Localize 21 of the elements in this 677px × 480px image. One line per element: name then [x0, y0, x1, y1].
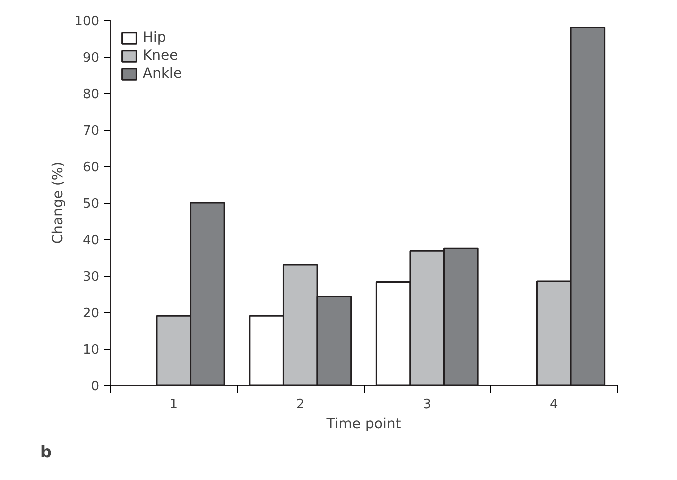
legend-label: Knee	[143, 48, 178, 64]
y-tick-label: 60	[82, 160, 100, 176]
y-tick-label: 70	[82, 124, 100, 139]
y-tick-label: 40	[82, 234, 100, 248]
legend-label: Ankle	[143, 66, 182, 82]
y-tick-label: 10	[82, 343, 100, 358]
y-tick-label: 80	[82, 88, 100, 102]
y-tick-label: 0	[91, 380, 100, 394]
legend-label: Hip	[143, 30, 166, 46]
text: b	[40, 442, 52, 462]
y-tick-label: 50	[82, 197, 100, 212]
x-tick-label: 4	[550, 398, 558, 412]
x-tick-label: 1	[170, 398, 178, 412]
x-axis-title: Time point	[326, 416, 402, 432]
x-tick-label: 2	[296, 398, 305, 412]
y-tick-label: 20	[82, 306, 100, 322]
y-axis-title: Change (%)	[50, 162, 67, 244]
x-tick-label: 3	[423, 398, 432, 412]
y-tick-label: 100	[74, 14, 100, 30]
y-tick-label: 90	[82, 51, 100, 66]
y-tick-label: 30	[82, 270, 100, 285]
